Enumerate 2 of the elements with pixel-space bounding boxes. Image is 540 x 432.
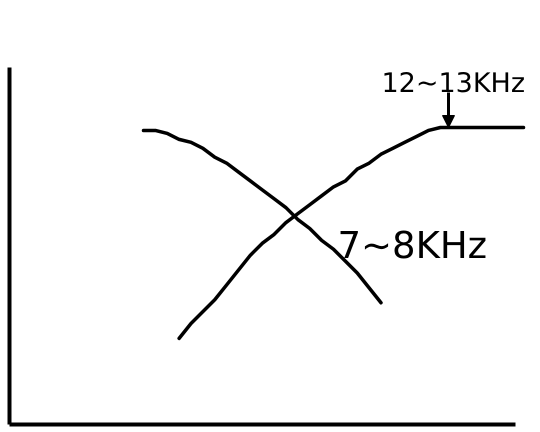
annotation: 12~13KHz [382, 68, 526, 99]
annotation: 7~8KHz [338, 224, 488, 267]
